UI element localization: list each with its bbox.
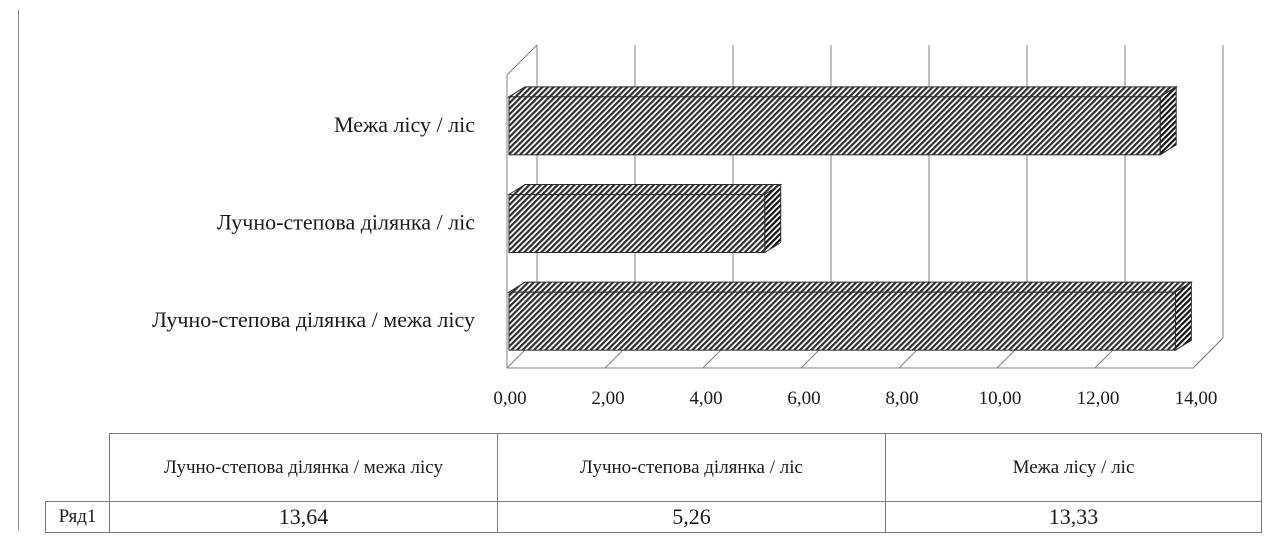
bar: [508, 194, 766, 253]
category-label: Лучно-степова ділянка / ліс: [217, 210, 475, 235]
data-table-value-cell: 13,64: [109, 501, 498, 533]
x-tick-label: 0,00: [493, 388, 526, 409]
data-table-header-cell: Межа лісу / ліс: [885, 433, 1262, 502]
data-table-header-cell: Лучно-степова ділянка / межа лісу: [109, 433, 498, 502]
left-frame-stub: [18, 10, 19, 530]
data-table-corner: [45, 433, 110, 502]
bar-side-face: [764, 183, 782, 254]
x-tick-label: 6,00: [787, 388, 820, 409]
bar-side-face: [1159, 85, 1177, 156]
bar-group: [507, 183, 783, 254]
category-label: Лучно-степова ділянка / межа лісу: [152, 307, 475, 332]
bar-top-face: [507, 86, 1178, 98]
chart-data-table: Лучно-степова ділянка / межа лісу Лучно-…: [45, 433, 1262, 533]
x-tick-label: 14,00: [1175, 388, 1218, 409]
x-tick-label: 2,00: [591, 388, 624, 409]
floor-gridline: [1192, 337, 1224, 369]
category-label: Межа лісу / ліс: [334, 112, 475, 137]
bar-group: [507, 85, 1178, 156]
x-tick-label: 12,00: [1077, 388, 1120, 409]
bar-side-face: [1174, 281, 1192, 352]
side-wall-edge: [506, 44, 538, 368]
data-table-value-cell: 5,26: [497, 501, 886, 533]
data-table-header-row: Лучно-степова ділянка / межа лісу Лучно-…: [45, 433, 1262, 502]
data-table-series-name: Ряд1: [45, 501, 110, 533]
x-tick-label: 10,00: [979, 388, 1022, 409]
bar: [508, 291, 1176, 351]
bar-top-face: [507, 184, 783, 195]
x-tick-label: 8,00: [885, 388, 918, 409]
bar-group: [507, 281, 1194, 352]
data-table-header-cell: Лучно-степова ділянка / ліс: [497, 433, 886, 502]
data-table-row: Ряд1 13,64 5,26 13,33: [45, 501, 1262, 533]
bar-chart: 0,00 2,00 4,00 6,00 8,00 10,00 12,00 14,00 Лучно…: [152, 44, 1224, 409]
bar-top-face: [507, 281, 1194, 293]
data-table-value-cell: 13,33: [885, 501, 1262, 533]
x-tick-label: 4,00: [689, 388, 722, 409]
bar: [508, 96, 1161, 156]
